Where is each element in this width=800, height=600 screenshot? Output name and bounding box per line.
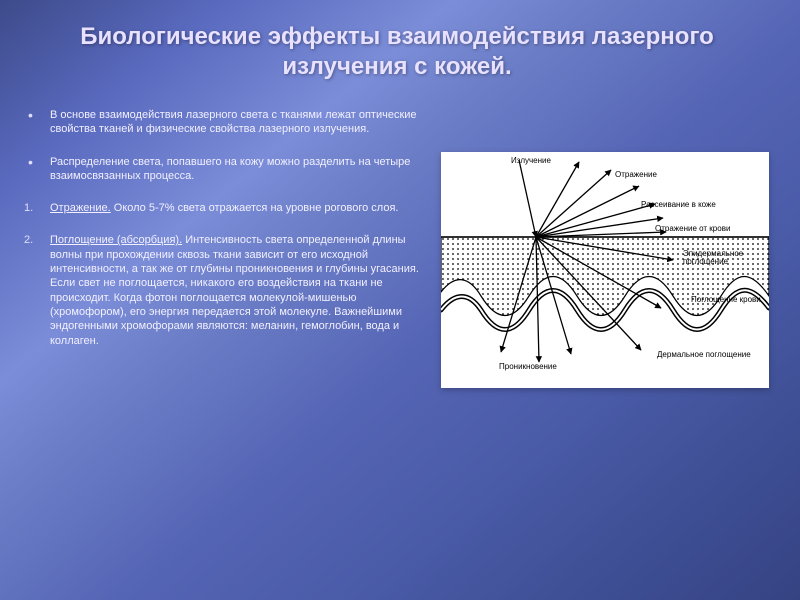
list-item: В основе взаимодействия лазерного света … <box>22 108 420 137</box>
item-text: Распределение света, попавшего на кожу м… <box>50 156 410 182</box>
item-text: Около 5-7% света отражается на уровне ро… <box>111 202 399 214</box>
list-item: Отражение. Около 5-7% света отражается н… <box>22 201 420 215</box>
diagram-column: Излучение Отражение Рассеивание в коже О… <box>438 152 772 388</box>
label-scatter: Рассеивание в коже <box>641 200 716 209</box>
skin-diagram: Излучение Отражение Рассеивание в коже О… <box>441 152 769 388</box>
label-reflection: Отражение <box>615 170 657 179</box>
item-text: Интенсивность света определенной длины в… <box>50 234 419 346</box>
slide-title: Биологические эффекты взаимодействия лаз… <box>22 22 772 82</box>
item-heading: Отражение. <box>50 202 111 214</box>
text-column: В основе взаимодействия лазерного света … <box>22 108 420 366</box>
incident-ray <box>519 160 536 237</box>
label-blood-abs: Поглощение крови <box>691 296 767 304</box>
label-penetration: Проникновение <box>499 362 557 371</box>
title-text: Биологические эффекты взаимодействия лаз… <box>80 23 714 80</box>
content-row: В основе взаимодействия лазерного света … <box>22 108 772 388</box>
item-heading: Поглощение (абсорбция). <box>50 234 182 246</box>
slide: Биологические эффекты взаимодействия лаз… <box>0 0 800 600</box>
label-incident: Излучение <box>511 156 551 165</box>
list-item: Распределение света, попавшего на кожу м… <box>22 155 420 184</box>
label-dermal-abs: Дермальное поглощение <box>657 350 751 359</box>
list-item: Поглощение (абсорбция). Интенсивность св… <box>22 233 420 347</box>
label-blood-reflect: Отражение от крови <box>655 224 730 233</box>
item-text: В основе взаимодействия лазерного света … <box>50 109 417 135</box>
body-list: В основе взаимодействия лазерного света … <box>22 108 420 348</box>
label-epidermal-abs: Эпидермальное поглощение <box>683 250 765 267</box>
